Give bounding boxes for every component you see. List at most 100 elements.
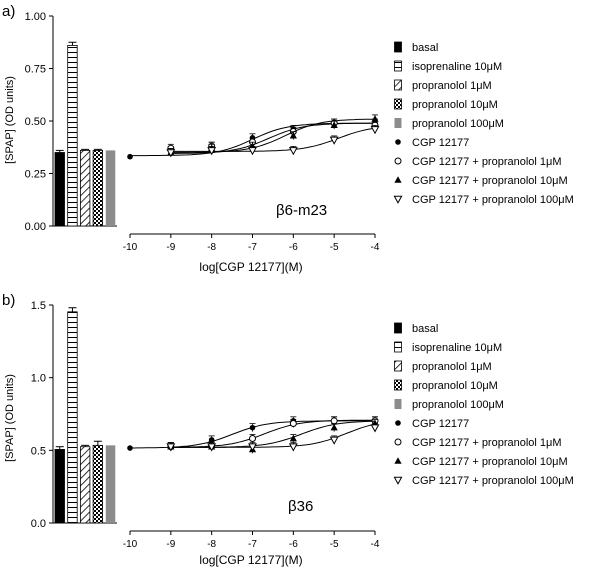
bar-axes-a: 0.00 0.25 0.50 0.75 1.00 — [25, 11, 117, 233]
data-point — [288, 443, 298, 452]
legend-marker — [393, 195, 403, 204]
data-point — [249, 435, 256, 443]
legend-label: CGP 12177 — [412, 418, 469, 430]
legend-marker — [394, 438, 402, 446]
y-tick-label: 0.75 — [25, 64, 46, 76]
legend-marker — [394, 360, 402, 372]
annotation-b: β36 — [288, 498, 313, 515]
legend-label: CGP 12177 + propranolol 10μM — [412, 175, 568, 187]
x-tick-label: -5 — [330, 242, 339, 253]
curve-axes-b: -10 -9 -8 -7 -6 -5 -4 — [123, 416, 380, 550]
data-point — [330, 423, 338, 431]
legend-label: propranolol 10μM — [412, 99, 498, 111]
legend-marker — [394, 457, 402, 464]
data-point — [370, 424, 380, 433]
x-tick-label: -4 — [371, 242, 380, 253]
data-point — [127, 153, 133, 160]
x-axis-label-b: log[CGP 12177](M) — [199, 553, 302, 567]
bar-3 — [80, 149, 91, 227]
panel-b: b) [SPAP] (OD units) 0.00.51.01.5 -10 -9-… — [2, 292, 574, 567]
legend-marker — [394, 118, 402, 128]
data-point — [370, 126, 380, 135]
y-axis-label-b: [SPAP] (OD units) — [4, 374, 16, 462]
x-tick-label: -4 — [371, 539, 380, 550]
legend-label: basal — [412, 42, 438, 54]
x-tick-label: -6 — [289, 242, 298, 253]
bar-5 — [105, 150, 116, 226]
legend-label: CGP 12177 — [412, 137, 469, 149]
data-point — [371, 115, 379, 122]
x-tick-label: -7 — [248, 242, 257, 253]
panel-label-a: a) — [2, 3, 15, 20]
data-point — [127, 445, 133, 451]
data-point — [288, 147, 298, 156]
data-point — [289, 434, 297, 442]
data-point — [329, 136, 339, 145]
annotation-a: β6-m23 — [276, 202, 327, 219]
x-tick-label: -6 — [289, 539, 298, 550]
bar-5 — [105, 445, 116, 523]
legend-label: propranolol 1μM — [412, 80, 492, 92]
y-tick-label: 0.0 — [31, 518, 46, 530]
legend-marker — [394, 322, 402, 334]
legend-marker — [395, 420, 401, 426]
legend-label: CGP 12177 + propranolol 1μM — [412, 437, 562, 449]
x-axis-label-a: log[CGP 12177](M) — [199, 260, 302, 274]
legend-label: propranolol 100μM — [412, 118, 504, 130]
panel-a: a) [SPAP] (OD units) 0.00 0.25 0.50 0.75 1.0… — [2, 3, 574, 274]
x-tick-label: -10 — [123, 242, 138, 253]
fit-curve-4 — [170, 127, 376, 152]
data-point — [166, 443, 176, 452]
legend-marker — [394, 399, 402, 409]
bar-axes-b: 0.0 0.5 1.0 1.5 — [31, 300, 117, 530]
curve-axes-a: -10 -9 -8 -7 -6 -5 -4 — [123, 114, 380, 253]
data-point — [248, 147, 257, 156]
data-point — [330, 121, 338, 128]
bar-1 — [54, 152, 65, 227]
x-tick-label: -8 — [207, 539, 216, 550]
panel-label-b: b) — [2, 292, 15, 309]
bar-2 — [67, 45, 78, 227]
legend-label: CGP 12177 + propranolol 100μM — [412, 194, 574, 206]
fit-curve-2 — [170, 419, 375, 448]
legend-label: CGP 12177 + propranolol 1μM — [412, 156, 562, 168]
legend-label: propranolol 100μM — [412, 399, 504, 411]
x-tick-label: -9 — [166, 539, 175, 550]
bar-3 — [80, 446, 91, 524]
legend-label: propranolol 10μM — [412, 380, 498, 392]
data-point — [166, 149, 176, 158]
legend-marker — [394, 79, 402, 91]
legend-marker — [395, 139, 401, 145]
data-point — [248, 443, 257, 452]
x-tick-label: -5 — [330, 539, 339, 550]
legend-label: propranolol 1μM — [412, 361, 492, 373]
y-tick-label: 1.00 — [25, 11, 46, 23]
legend-label: isoprenaline 10μM — [412, 342, 502, 354]
legend-b: basal isoprenaline 10μM propranolol 1μM pro… — [393, 322, 574, 487]
data-point — [207, 147, 217, 156]
x-tick-label: -7 — [248, 539, 257, 550]
legend-marker — [394, 176, 402, 183]
legend-marker — [393, 476, 403, 485]
data-point — [329, 436, 339, 445]
data-point — [207, 443, 217, 452]
y-tick-label: 0.5 — [31, 445, 46, 457]
legend-marker — [394, 41, 402, 53]
data-point — [330, 417, 338, 425]
legend-marker — [394, 98, 402, 110]
legend-marker — [394, 60, 402, 72]
bar-1 — [54, 449, 65, 524]
fit-curve-2 — [170, 122, 375, 154]
x-tick-label: -8 — [207, 242, 216, 253]
y-tick-label: 0.00 — [25, 221, 46, 233]
y-tick-label: 0.50 — [25, 116, 46, 128]
data-point — [289, 131, 297, 139]
y-axis-label-a: [SPAP] (OD units) — [4, 76, 16, 164]
fit-curve-4 — [170, 423, 376, 448]
legend-label: isoprenaline 10μM — [412, 61, 502, 73]
legend-label: basal — [412, 323, 438, 335]
legend-label: CGP 12177 + propranolol 100μM — [412, 475, 574, 487]
bar-4 — [92, 149, 103, 227]
y-tick-label: 1.0 — [31, 373, 46, 385]
